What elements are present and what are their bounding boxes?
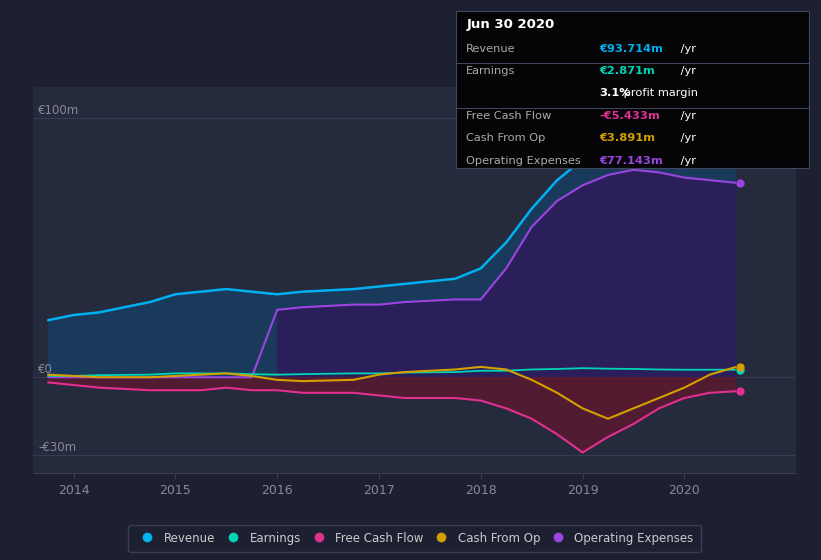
Legend: Revenue, Earnings, Free Cash Flow, Cash From Op, Operating Expenses: Revenue, Earnings, Free Cash Flow, Cash …	[128, 525, 701, 552]
Text: €93.714m: €93.714m	[599, 44, 663, 54]
Text: €3.891m: €3.891m	[599, 133, 655, 143]
Text: 3.1%: 3.1%	[599, 88, 631, 99]
Text: €2.871m: €2.871m	[599, 66, 655, 76]
Text: /yr: /yr	[677, 133, 695, 143]
Text: profit margin: profit margin	[620, 88, 698, 99]
Text: /yr: /yr	[677, 66, 695, 76]
Text: €77.143m: €77.143m	[599, 156, 663, 166]
Text: Earnings: Earnings	[466, 66, 516, 76]
Text: Free Cash Flow: Free Cash Flow	[466, 111, 552, 121]
Text: /yr: /yr	[677, 44, 695, 54]
Text: -€5.433m: -€5.433m	[599, 111, 660, 121]
Text: Operating Expenses: Operating Expenses	[466, 156, 581, 166]
Text: Cash From Op: Cash From Op	[466, 133, 546, 143]
Text: -€30m: -€30m	[38, 441, 76, 454]
Text: /yr: /yr	[677, 156, 695, 166]
Text: /yr: /yr	[677, 111, 695, 121]
Text: Revenue: Revenue	[466, 44, 516, 54]
Text: Jun 30 2020: Jun 30 2020	[466, 18, 554, 31]
Text: €100m: €100m	[38, 104, 79, 116]
Text: €0: €0	[38, 363, 53, 376]
